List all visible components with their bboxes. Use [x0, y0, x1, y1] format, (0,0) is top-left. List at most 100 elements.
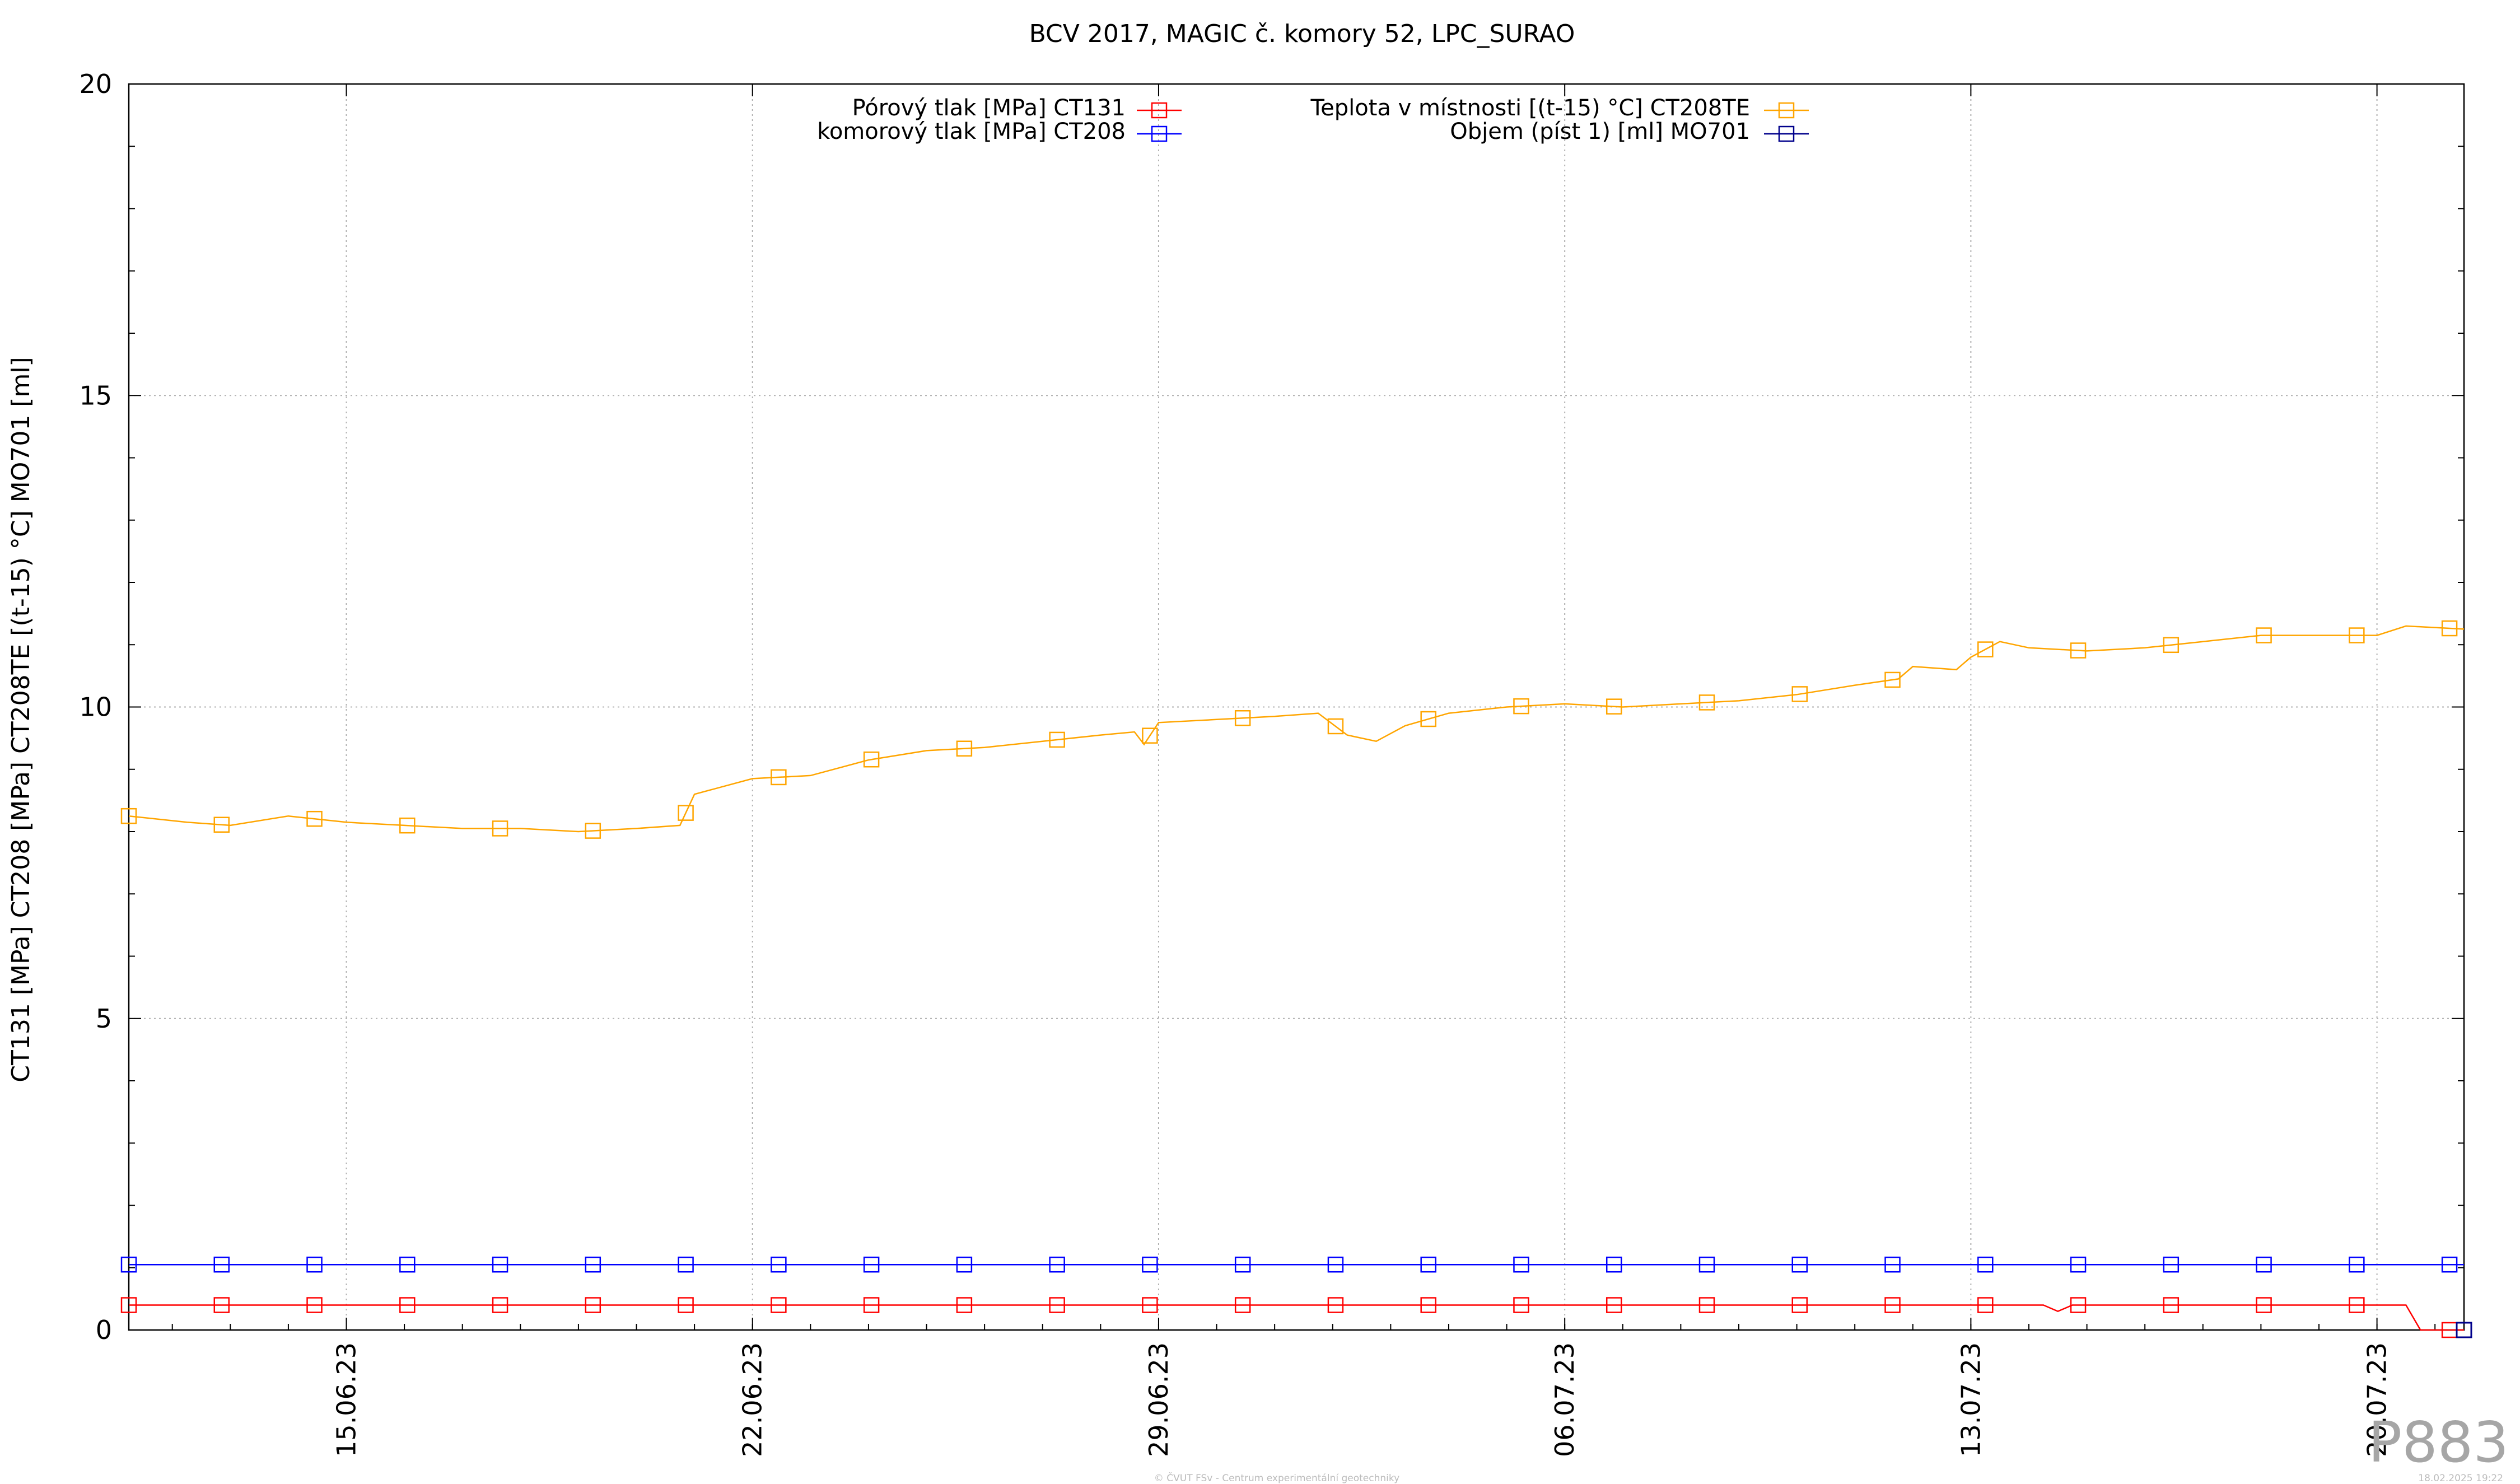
data-marker: [1977, 1256, 1994, 1273]
data-marker: [399, 817, 416, 834]
data-marker: [1327, 1256, 1344, 1273]
data-marker: [1327, 1297, 1344, 1313]
legend-label: Objem (píst 1) [ml] MO701: [1450, 119, 1750, 144]
data-marker: [306, 810, 323, 827]
data-marker: [771, 769, 787, 786]
data-marker: [1234, 1256, 1251, 1273]
data-marker: [2349, 1256, 2365, 1273]
data-marker: [399, 1256, 416, 1273]
data-marker: [1142, 1256, 1158, 1273]
series-line: [129, 1304, 2464, 1331]
legend-marker: [1778, 102, 1795, 119]
data-marker: [956, 1256, 973, 1273]
data-marker: [1420, 1256, 1436, 1273]
data-marker: [1234, 710, 1251, 726]
data-marker: [585, 1256, 601, 1273]
data-marker: [1884, 1297, 1901, 1313]
data-marker: [1327, 718, 1344, 735]
data-marker: [1977, 641, 1994, 657]
data-marker: [2349, 1297, 2365, 1313]
chart-id-watermark: P883: [2368, 1410, 2509, 1475]
data-marker: [771, 1256, 787, 1273]
y-tick-label: 20: [79, 69, 112, 99]
data-marker: [2456, 1322, 2472, 1338]
data-marker: [678, 1256, 694, 1273]
y-tick-label: 0: [96, 1315, 112, 1345]
data-marker: [2441, 1256, 2458, 1273]
series-layer: [120, 620, 2472, 1338]
data-marker: [1142, 1297, 1158, 1313]
data-marker: [1606, 1256, 1622, 1273]
data-marker: [956, 1297, 973, 1313]
data-marker: [1513, 698, 1529, 715]
data-marker: [863, 751, 880, 768]
data-marker: [120, 1297, 137, 1313]
data-marker: [1234, 1297, 1251, 1313]
data-marker: [1884, 671, 1901, 688]
x-tick-label: 29.06.23: [1144, 1342, 1174, 1457]
data-marker: [1884, 1256, 1901, 1273]
data-marker: [1513, 1256, 1529, 1273]
y-tick-label: 15: [79, 380, 112, 410]
y-tick-label: 5: [96, 1004, 112, 1034]
data-marker: [213, 1297, 230, 1313]
data-marker: [863, 1256, 880, 1273]
data-marker: [2070, 642, 2087, 659]
footer-copyright: © ČVUT FSv - Centrum experimentální geot…: [1154, 1472, 1399, 1484]
data-marker: [2070, 1256, 2087, 1273]
data-marker: [1142, 727, 1158, 744]
legend-marker: [1778, 125, 1795, 142]
x-tick-label: 13.07.23: [1956, 1342, 1986, 1457]
legend-label: komorový tlak [MPa] CT208: [817, 119, 1126, 144]
x-tick-label: 06.07.23: [1550, 1342, 1580, 1457]
data-marker: [120, 808, 137, 824]
series-2: [120, 620, 2465, 839]
series-0: [120, 1297, 2464, 1338]
y-tick-label: 10: [79, 692, 112, 722]
footer-timestamp: 18.02.2025 19:22: [2418, 1473, 2503, 1484]
x-tick-label: 15.06.23: [332, 1342, 362, 1457]
data-marker: [1049, 1297, 1065, 1313]
series-3: [2456, 1322, 2472, 1338]
data-marker: [1698, 1297, 1715, 1313]
data-marker: [956, 740, 973, 757]
data-marker: [2441, 620, 2458, 637]
data-marker: [2070, 1297, 2087, 1313]
data-marker: [2163, 1256, 2180, 1273]
data-marker: [1049, 731, 1065, 748]
data-marker: [1698, 694, 1715, 711]
data-marker: [399, 1297, 416, 1313]
data-marker: [1791, 1256, 1808, 1273]
data-marker: [2163, 1297, 2180, 1313]
data-marker: [2256, 1297, 2272, 1313]
legend-label: Teplota v místnosti [(t-15) °C] CT208TE: [1310, 95, 1750, 121]
x-axis-ticks: 15.06.23 22.06.23 29.06.23 06.07.23 13.07.23…: [171, 84, 2436, 1457]
chart-title: BCV 2017, MAGIC č. komory 52, LPC_SURAO: [1029, 20, 1575, 48]
data-marker: [1420, 711, 1436, 727]
data-marker: [1791, 686, 1808, 702]
legend-marker: [1151, 125, 1168, 142]
data-marker: [213, 816, 230, 833]
data-marker: [771, 1297, 787, 1313]
data-marker: [1606, 1297, 1622, 1313]
data-marker: [863, 1297, 880, 1313]
y-axis-ticks: 0 5 10 15 20: [79, 69, 2464, 1345]
data-marker: [492, 820, 508, 837]
data-marker: [492, 1297, 508, 1313]
data-marker: [1791, 1297, 1808, 1313]
data-marker: [1420, 1297, 1436, 1313]
data-marker: [492, 1256, 508, 1273]
series-line: [128, 625, 2465, 833]
x-tick-label: 22.06.23: [738, 1342, 768, 1457]
data-marker: [213, 1256, 230, 1273]
data-marker: [120, 1256, 137, 1273]
grid-lines: [129, 84, 2464, 1330]
data-marker: [1513, 1297, 1529, 1313]
data-marker: [306, 1256, 323, 1273]
y-axis-label: CT131 [MPa] CT208 [MPa] CT208TE [(t-15) …: [7, 357, 35, 1082]
series-1: [120, 1256, 2464, 1273]
legend-label: Pórový tlak [MPa] CT131: [852, 95, 1126, 121]
